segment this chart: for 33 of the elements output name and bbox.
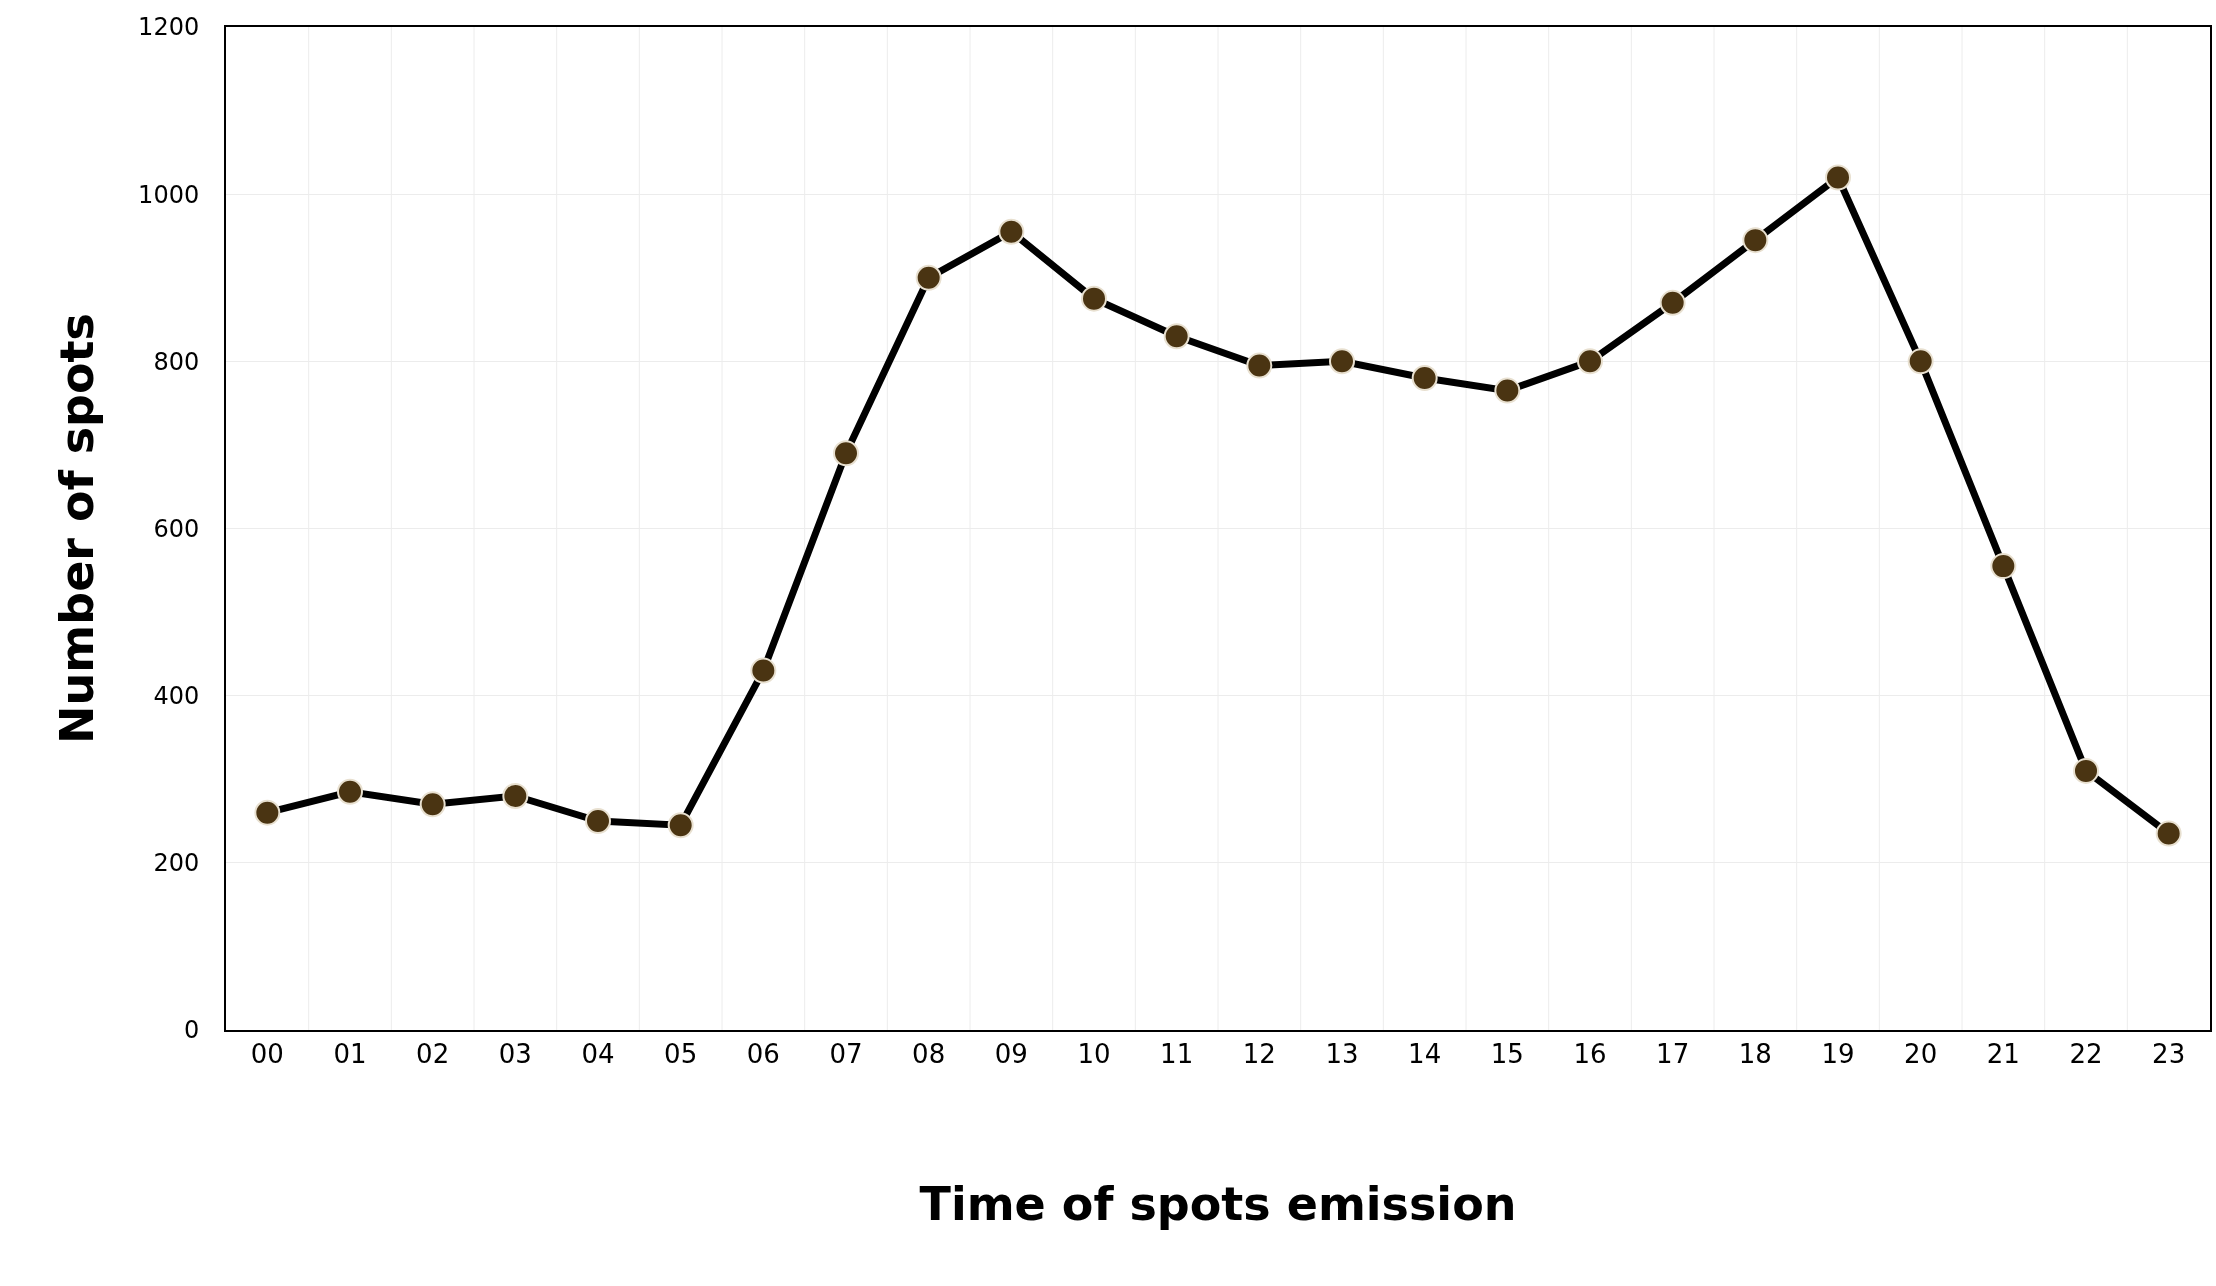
y-tick-label: 600 (153, 514, 200, 543)
y-tick-label: 0 (183, 1016, 200, 1045)
x-tick-label: 06 (746, 1039, 780, 1070)
x-tick-label: 17 (1656, 1039, 1690, 1070)
x-tick-label: 01 (333, 1039, 367, 1070)
y-tick-label: 1000 (138, 180, 200, 209)
y-tick-label: 400 (153, 682, 200, 711)
y-axis-title: Number of spots (50, 313, 105, 744)
x-tick-label: 14 (1408, 1039, 1442, 1070)
x-tick-label: 21 (1986, 1039, 2020, 1070)
x-tick-label: 00 (250, 1039, 284, 1070)
x-tick-label: 07 (829, 1039, 863, 1070)
x-tick-label: 13 (1325, 1039, 1359, 1070)
y-tick-label: 800 (153, 347, 200, 376)
x-tick-label: 22 (2069, 1039, 2103, 1070)
x-tick-label: 02 (416, 1039, 450, 1070)
x-tick-label: 04 (581, 1039, 615, 1070)
x-tick-label: 23 (2152, 1039, 2186, 1070)
y-tick-label: 200 (153, 849, 200, 878)
x-tick-label: 08 (912, 1039, 946, 1070)
x-tick-label: 10 (1077, 1039, 1111, 1070)
x-tick-label: 03 (498, 1039, 532, 1070)
x-tick-label: 05 (664, 1039, 698, 1070)
x-tick-label: 19 (1821, 1039, 1855, 1070)
x-tick-label: 18 (1738, 1039, 1772, 1070)
x-tick-label: 15 (1490, 1039, 1524, 1070)
x-axis-title: Time of spots emission (919, 1177, 1517, 1232)
x-tick-label: 09 (994, 1039, 1028, 1070)
y-tick-label: 1200 (138, 13, 200, 42)
x-tick-label: 20 (1904, 1039, 1938, 1070)
x-tick-label: 12 (1242, 1039, 1276, 1070)
x-tick-label: 11 (1160, 1039, 1194, 1070)
x-tick-label: 16 (1573, 1039, 1607, 1070)
